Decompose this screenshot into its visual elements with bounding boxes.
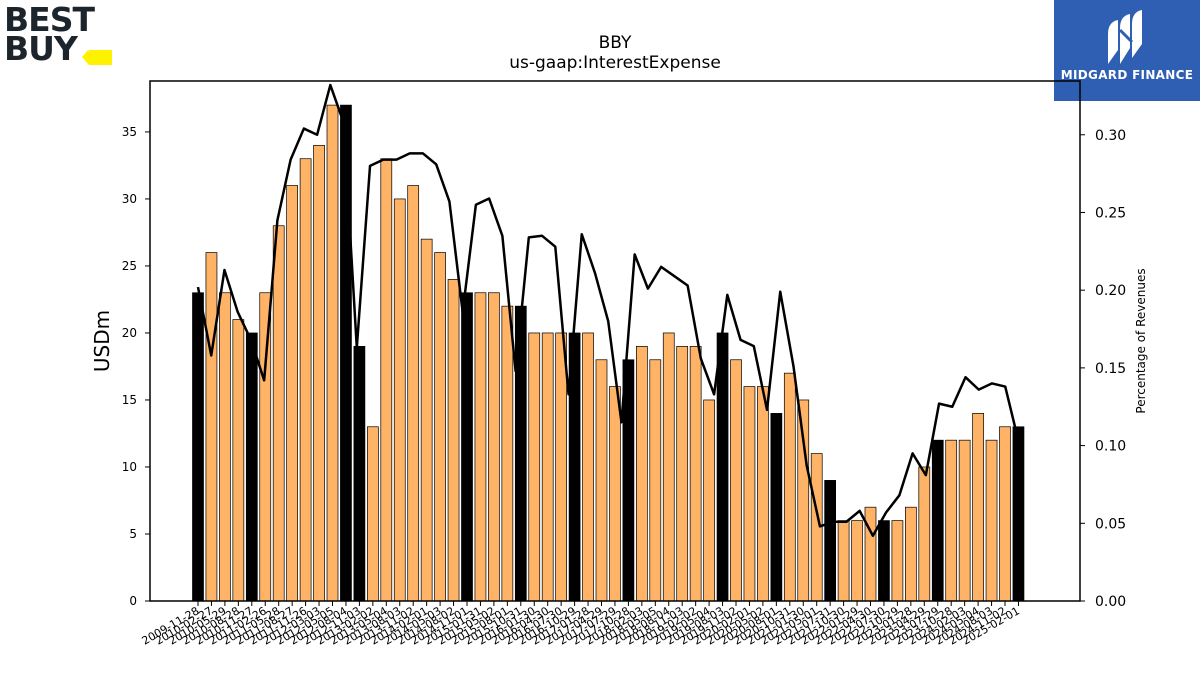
bar [972,413,984,602]
bar [609,386,621,602]
bar [299,158,312,602]
bar [716,332,729,602]
logo-tag-icon [82,50,112,65]
y-axis-label: USDm [90,310,114,372]
bar [407,185,420,602]
chart-title: BBY [599,33,632,53]
bar [447,279,460,602]
bar [420,238,433,602]
bar [474,292,487,602]
bar [528,332,541,602]
bar [891,520,904,602]
bar [555,332,568,602]
y2-tick-label: 0.30 [1095,128,1126,144]
bar [353,346,366,602]
y-tick-label: 5 [129,527,137,541]
bar [931,439,944,602]
y-tick-label: 0 [129,594,137,608]
bar [192,292,204,602]
y-tick-label: 10 [122,460,137,474]
bar [286,185,298,602]
y2-tick-label: 0.00 [1095,594,1126,610]
chart-subtitle: us-gaap:InterestExpense [509,53,721,73]
y2-axis-label: Percentage of Revenues [1134,268,1148,413]
line-series [196,83,1020,537]
ratio-line [196,83,1020,537]
bar [730,359,742,602]
bar-series [192,104,1025,602]
bar [662,332,675,602]
midgard-finance-logo: MIDGARD FINANCE [1054,0,1200,101]
y2-tick-label: 0.10 [1095,439,1126,455]
bar [878,520,890,602]
y-tick-label: 15 [122,393,137,407]
bar [904,506,917,602]
bar [541,332,554,602]
bar [232,319,245,602]
bar [205,252,218,602]
bar [326,104,339,602]
bar [380,158,393,602]
bar [635,346,648,602]
bar [367,426,379,602]
bar [864,506,877,602]
bar [757,386,769,602]
bar [743,386,756,602]
bar [393,198,406,602]
bar [770,413,783,602]
logo-word-1: BEST [4,0,95,39]
bar [824,480,837,602]
bar [958,439,971,602]
midgard-emblem-icon [1108,10,1142,64]
bar [797,399,810,602]
bar [837,520,850,602]
y2-tick-label: 0.15 [1095,361,1126,377]
y2-tick-label: 0.20 [1095,283,1126,299]
logo-brand-name: MIDGARD FINANCE [1060,68,1194,82]
bar [245,332,258,602]
y2-tick-label: 0.05 [1095,516,1126,532]
bar [945,439,958,602]
bar [219,292,231,602]
bar [676,346,689,602]
y-tick-label: 20 [122,326,137,340]
logo-word-2: BUY [4,29,78,68]
bar [1012,426,1025,602]
bar [999,426,1011,602]
bar [851,520,863,602]
bar [783,372,796,602]
bar [918,466,931,602]
bar [434,252,446,602]
y-tick-label: 35 [122,125,137,139]
bar [649,359,662,602]
bar [689,346,702,602]
best-buy-logo: BEST BUY [4,0,112,68]
bar [488,292,500,602]
bar [582,332,594,602]
bar [595,359,608,602]
y-tick-label: 25 [122,259,137,273]
bar [501,305,514,602]
bar [259,292,272,602]
bar [313,144,325,602]
bar [703,399,715,602]
bar [985,439,998,602]
bar [461,292,473,602]
y2-tick-label: 0.25 [1095,205,1126,221]
y-tick-label: 30 [122,192,137,206]
bar [272,225,285,602]
